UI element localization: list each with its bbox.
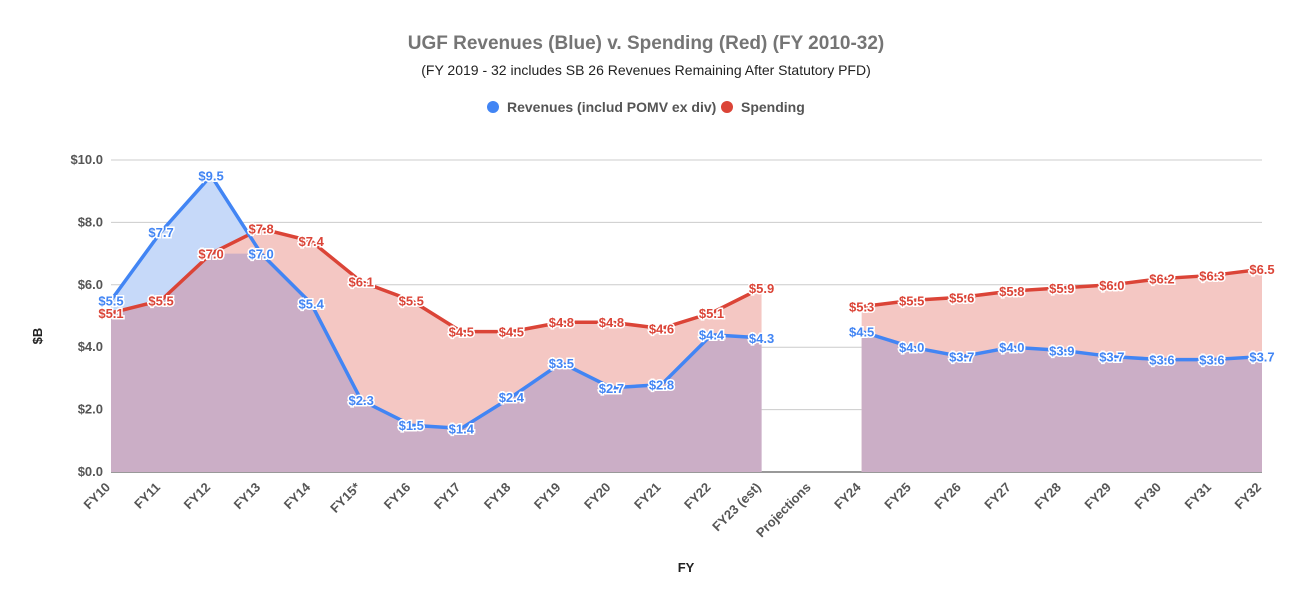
x-tick-label: FY19	[531, 480, 564, 513]
revenues-data-label: $3.6	[1149, 353, 1174, 368]
spending-data-label: $6.5	[1249, 262, 1274, 277]
spending-data-label: $4.5	[449, 325, 474, 340]
revenues-data-label: $1.5	[399, 418, 424, 433]
revenues-data-label: $2.8	[649, 378, 674, 393]
spending-data-label: $6.2	[1149, 272, 1174, 287]
legend: Revenues (includ POMV ex div) Spending	[487, 99, 805, 115]
revenues-line	[859, 329, 1264, 362]
y-tick-label: $2.0	[78, 402, 103, 417]
x-tick-label: FY32	[1232, 480, 1265, 513]
x-tick-label: FY10	[81, 480, 114, 513]
revenues-data-label: $1.4	[449, 421, 475, 436]
y-tick-label: $4.0	[78, 339, 103, 354]
spending-data-label: $6.1	[349, 275, 374, 290]
spending-data-label: $4.8	[599, 315, 624, 330]
legend-spending-marker	[721, 101, 733, 113]
x-tick-label: FY27	[981, 480, 1014, 513]
y-tick-label: $0.0	[78, 464, 103, 479]
x-tick-label: FY18	[481, 480, 514, 513]
x-tick-label: FY12	[181, 480, 214, 513]
chart-subtitle: (FY 2019 - 32 includes SB 26 Revenues Re…	[421, 62, 871, 78]
spending-data-label: $7.8	[248, 222, 273, 237]
revenues-data-label: $4.3	[749, 331, 774, 346]
revenues-data-label: $5.4	[299, 297, 325, 312]
revenues-data-label: $5.5	[98, 293, 123, 308]
revenues-data-label: $7.0	[248, 247, 273, 262]
y-tick-label: $8.0	[78, 214, 103, 229]
y-tick-label: $10.0	[70, 152, 103, 167]
spending-data-label: $5.6	[949, 290, 974, 305]
x-tick-label: FY21	[631, 480, 664, 513]
spending-data-label: $5.3	[849, 300, 874, 315]
x-tick-label: FY14	[281, 479, 314, 512]
spending-data-label: $7.4	[299, 234, 325, 249]
spending-data-label: $5.5	[899, 293, 924, 308]
spending-data-label: $5.8	[999, 284, 1024, 299]
revenues-data-label: $2.3	[349, 393, 374, 408]
x-tick-label: FY16	[381, 480, 414, 513]
revenues-line	[109, 173, 764, 431]
x-tick-label: FY25	[881, 480, 914, 513]
overlap-area	[111, 253, 762, 472]
revenues-data-label: $3.7	[1099, 350, 1124, 365]
revenues-data-label: $9.5	[198, 169, 223, 184]
y-axis-ticks: $0.0 $2.0 $4.0 $6.0 $8.0 $10.0	[70, 152, 103, 479]
x-tick-label: FY26	[931, 480, 964, 513]
spending-line	[109, 226, 764, 334]
x-tick-label: FY13	[231, 480, 264, 513]
x-tick-label: FY17	[431, 480, 464, 513]
x-tick-label: FY30	[1131, 480, 1164, 513]
x-tick-label: FY28	[1031, 480, 1064, 513]
revenues-data-label: $3.7	[949, 350, 974, 365]
spending-data-label: $5.5	[148, 293, 173, 308]
spending-data-label: $7.0	[198, 247, 223, 262]
revenues-data-label: $3.5	[549, 356, 574, 371]
spending-line	[859, 267, 1264, 309]
x-tick-label: FY20	[581, 480, 614, 513]
overlap-area	[861, 331, 1262, 472]
revenues-data-label: $7.7	[148, 225, 173, 240]
series-lines	[109, 173, 1264, 431]
x-tick-label: FY29	[1081, 480, 1114, 513]
legend-spending-label: Spending	[741, 99, 805, 115]
revenues-data-label: $2.7	[599, 381, 624, 396]
revenues-data-label: $4.0	[899, 340, 924, 355]
revenues-data-label: $4.5	[849, 325, 874, 340]
spending-data-label: $4.5	[499, 325, 524, 340]
x-tick-label: FY22	[681, 480, 714, 513]
spending-data-label: $5.9	[1049, 281, 1074, 296]
legend-revenues-label: Revenues (includ POMV ex div)	[507, 99, 716, 115]
spending-data-label: $6.3	[1199, 268, 1224, 283]
spending-data-label: $4.6	[649, 321, 674, 336]
y-tick-label: $6.0	[78, 277, 103, 292]
spending-data-label: $5.9	[749, 281, 774, 296]
legend-revenues-marker	[487, 101, 499, 113]
revenues-data-label: $3.9	[1049, 343, 1074, 358]
revenues-data-label: $3.7	[1249, 350, 1274, 365]
revenues-data-label: $4.0	[999, 340, 1024, 355]
revenues-data-label: $4.4	[699, 328, 725, 343]
revenues-data-label: $2.4	[499, 390, 525, 405]
spending-data-label: $5.1	[699, 306, 724, 321]
x-tick-label: FY24	[831, 479, 864, 512]
chart-title: UGF Revenues (Blue) v. Spending (Red) (F…	[408, 33, 885, 54]
revenues-data-label: $3.6	[1199, 353, 1224, 368]
spending-data-label: $4.8	[549, 315, 574, 330]
spending-data-label: $5.1	[98, 306, 123, 321]
x-tick-label: FY15*	[327, 479, 364, 516]
x-axis-label: FY	[678, 560, 695, 575]
data-labels: $5.1$5.5$7.0$7.8$7.4$6.1$5.5$4.5 $4.5$4.8…	[97, 167, 1276, 438]
spending-data-label: $5.5	[399, 293, 424, 308]
x-tick-label: FY31	[1181, 480, 1214, 513]
x-tick-label: FY11	[131, 480, 163, 512]
x-axis-ticks: FY10 FY11 FY12 FY13 FY14 FY15* FY16 FY17 FY18 FY1…	[81, 479, 1265, 540]
spending-data-label: $6.0	[1099, 278, 1124, 293]
y-axis-label: $B	[30, 328, 45, 345]
plot-areas	[111, 175, 1262, 472]
